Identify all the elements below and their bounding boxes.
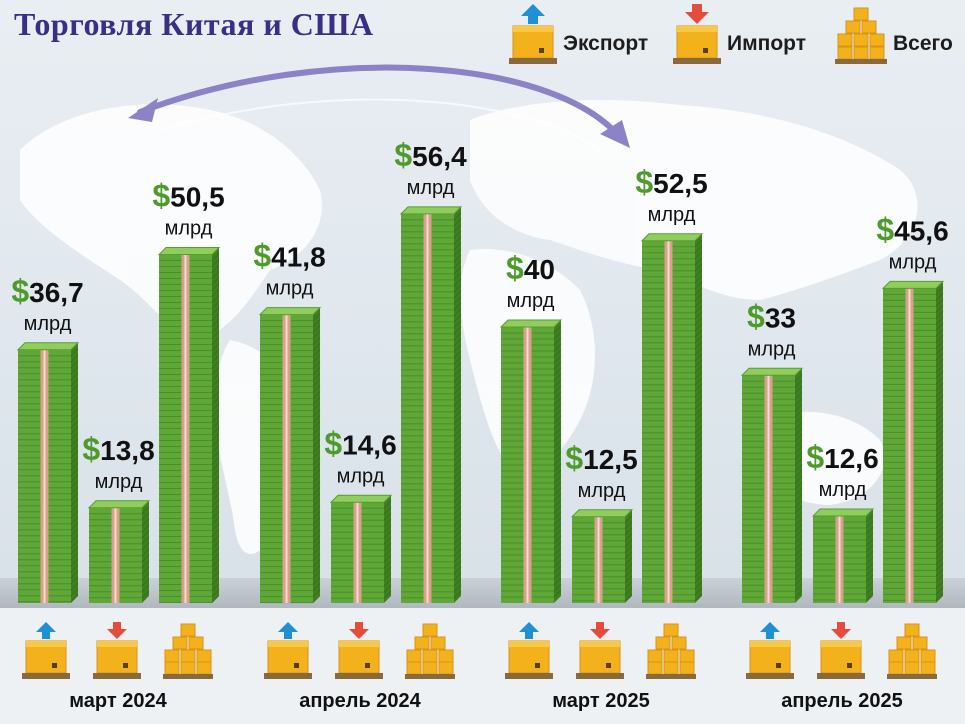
world-map-background [128, 64, 630, 148]
unit-label: млрд [337, 465, 385, 487]
box-arrow-down-icon [817, 622, 865, 679]
value-label: $50,5 [152, 178, 224, 214]
unit-label: млрд [648, 204, 696, 226]
value-label: $33 [747, 298, 796, 334]
value-label: $41,8 [253, 238, 325, 274]
value-label: $45,6 [876, 211, 948, 247]
legend-label-import: Импорт [727, 32, 806, 55]
stacked-boxes-icon [887, 623, 937, 679]
unit-label: млрд [95, 471, 143, 493]
bar-total-1 [399, 206, 463, 603]
bar-import-3 [811, 508, 875, 603]
value-label: $52,5 [635, 164, 707, 200]
unit-label: млрд [507, 290, 555, 312]
stacked-boxes-icon [646, 623, 696, 679]
category-label: апрель 2024 [299, 690, 421, 712]
legend-label-export: Экспорт [563, 32, 649, 55]
value-label: $56,4 [394, 137, 467, 173]
unit-label: млрд [165, 218, 213, 240]
unit-label: млрд [24, 313, 72, 335]
legend: Экспорт Импорт Всего [509, 4, 959, 66]
category-label: март 2024 [69, 690, 167, 712]
stacked-boxes-icon [163, 623, 213, 679]
unit-label: млрд [407, 177, 455, 199]
unit-label: млрд [748, 338, 796, 360]
box-arrow-up-icon [264, 622, 312, 679]
box-arrow-up-icon [746, 622, 794, 679]
value-label: $40 [506, 250, 555, 286]
bar-import-2 [570, 509, 634, 603]
box-arrow-down-icon [93, 622, 141, 679]
unit-label: млрд [819, 479, 867, 501]
stacked-boxes-icon [405, 623, 455, 679]
bar-import-1 [329, 494, 393, 603]
bar-total-3 [881, 280, 945, 603]
bar-total-2 [640, 233, 704, 603]
unit-label: млрд [266, 278, 314, 300]
value-label: $12,5 [565, 440, 637, 476]
value-label: $13,8 [82, 431, 154, 467]
chart-title: Торговля Китая и США [14, 6, 374, 42]
legend-item-export: Экспорт [509, 4, 659, 66]
bar-total-0 [157, 247, 221, 604]
bar-export-1 [258, 307, 322, 604]
category-label: март 2025 [552, 690, 650, 712]
legend-item-import: Импорт [673, 4, 823, 66]
unit-label: млрд [578, 480, 626, 502]
trade-arc-arrow [137, 64, 625, 143]
value-label: $12,6 [806, 439, 878, 475]
category-footer [0, 608, 965, 724]
value-label: $36,7 [11, 273, 83, 309]
box-arrow-up-icon [509, 4, 557, 64]
box-arrow-down-icon [335, 622, 383, 679]
legend-label-total: Всего [893, 32, 953, 55]
box-arrow-down-icon [576, 622, 624, 679]
box-arrow-down-icon [673, 4, 721, 64]
legend-item-total: Всего [835, 4, 959, 66]
category-label: апрель 2025 [781, 690, 903, 712]
bar-export-2 [499, 319, 563, 603]
unit-label: млрд [889, 251, 937, 273]
bar-import-0 [87, 500, 151, 603]
value-label: $14,6 [324, 425, 396, 461]
box-arrow-up-icon [505, 622, 553, 679]
bar-export-0 [16, 342, 80, 603]
bar-export-3 [740, 367, 804, 603]
box-arrow-up-icon [22, 622, 70, 679]
stacked-boxes-icon [835, 7, 887, 64]
